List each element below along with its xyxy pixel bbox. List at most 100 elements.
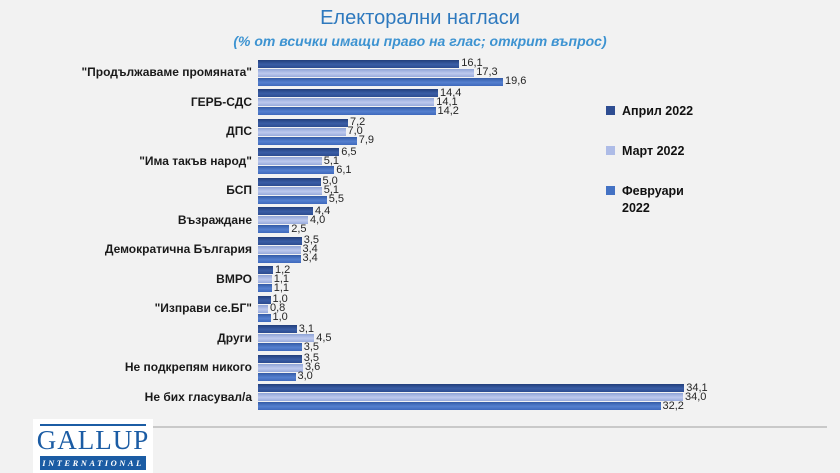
chart-row: "Изправи се.БГ" 1,0 0,8 1,0 [8, 294, 708, 324]
chart-row: "Има такъв народ" 6,5 5,1 6,1 [8, 145, 708, 177]
chart-row: ГЕРБ-СДС 14,4 14,1 14,2 [8, 87, 708, 118]
bar-series-0 [258, 266, 273, 275]
chart-header: Електорални нагласи (% от всички имащи п… [0, 7, 840, 49]
value-label: 5,5 [328, 193, 345, 206]
bar-line: 6,5 [258, 145, 357, 158]
value-label: 14,2 [437, 104, 459, 117]
chart-row: ВМРО 1,2 1,1 1,1 [8, 264, 708, 295]
bar-group: 1,2 1,1 1,1 [258, 264, 290, 293]
bar-group: 1,0 0,8 1,0 [258, 294, 288, 324]
value-label: 1,1 [273, 272, 290, 285]
legend-swatch [606, 145, 615, 155]
category-label: ВМРО [216, 271, 252, 286]
bar-line: 32,2 [258, 399, 708, 412]
category-label: Не подкрепям никого [124, 360, 252, 375]
legend-label: Април 2022 [622, 104, 694, 118]
bar-line: 14,4 [258, 87, 461, 98]
category-label: Възраждане [177, 212, 252, 227]
value-label: 6,5 [341, 145, 357, 158]
value-label: 16,1 [461, 57, 483, 70]
bar-line: 14,2 [258, 104, 461, 117]
bar-group: 7,2 7,0 7,9 [258, 116, 375, 147]
bar-series-0 [258, 207, 313, 216]
bar-series-1 [258, 304, 268, 313]
bar-group: 3,5 3,4 3,4 [258, 234, 320, 265]
bar-group: 5,0 5,1 5,5 [258, 176, 345, 206]
value-label: 3,1 [298, 322, 315, 335]
bar-series-2 [258, 195, 327, 204]
category-label: Демократична България [104, 242, 252, 257]
bar-line: 3,1 [258, 322, 332, 335]
bar-line: 5,1 [258, 155, 357, 166]
bar-series-2 [258, 107, 436, 116]
chart-row: ДПС 7,2 7,0 7,9 [8, 117, 708, 147]
bar-line: 5,5 [258, 193, 345, 206]
bar-line: 5,0 [258, 176, 344, 187]
bar-series-1 [258, 393, 683, 402]
bar-line: 0,8 [258, 302, 288, 315]
legend-item-1: Март 2022 [606, 143, 710, 160]
chart-subtitle: (% от всички имащи право на глас; открит… [233, 33, 607, 49]
bar-chart: "Продължаваме промяната" 16,1 17,3 19,6 ГЕРБ… [8, 57, 708, 412]
category-label: БСП [226, 183, 252, 198]
bar-series-0 [258, 177, 321, 186]
value-label: 7,2 [350, 116, 366, 129]
bar-line: 3,6 [258, 362, 320, 373]
value-label: 5,1 [323, 184, 340, 197]
bar-line: 3,0 [258, 371, 320, 382]
bar-group: 6,5 5,1 6,1 [258, 145, 357, 175]
bar-line: 3,4 [258, 252, 319, 265]
bar-line: 34,1 [258, 382, 708, 393]
value-label: 3,4 [302, 252, 318, 265]
value-label: 0,8 [270, 302, 286, 315]
value-label: 7,9 [358, 134, 375, 147]
bar-line: 34,0 [258, 391, 708, 402]
value-label: 14,1 [436, 95, 458, 108]
bar-group: 16,1 17,3 19,6 [258, 57, 526, 87]
value-label: 3,5 [303, 234, 320, 247]
bar-line: 2,5 [258, 223, 330, 234]
bar-line: 5,1 [258, 184, 344, 197]
chart-row: Други 3,1 4,5 3,5 [8, 322, 708, 354]
category-label: ДПС [226, 124, 252, 139]
bar-series-1 [258, 157, 322, 166]
bar-line: 19,6 [258, 76, 526, 87]
bar-group: 34,1 34,0 32,2 [258, 382, 708, 412]
bar-line: 17,3 [258, 67, 526, 78]
gallup-logo: GALLUP INTERNATIONAL [33, 419, 153, 473]
value-label: 32,2 [662, 399, 684, 412]
footer-divider-line [151, 426, 827, 428]
bar-line: 1,1 [258, 282, 290, 293]
category-label: Не бих гласувал/а [144, 389, 252, 404]
value-label: 1,0 [272, 311, 288, 324]
bar-series-1 [258, 186, 322, 195]
bar-series-2 [258, 166, 335, 175]
bar-group: 14,4 14,1 14,2 [258, 87, 461, 117]
chart-title: Електорални нагласи [320, 7, 520, 29]
value-label: 3,5 [303, 352, 320, 365]
legend-item-0: Април 2022 [606, 103, 710, 120]
bar-series-1 [258, 127, 346, 136]
bar-series-2 [258, 313, 271, 322]
bar-series-1 [258, 98, 435, 107]
bar-line: 3,5 [258, 352, 320, 365]
chart-row: Възраждане 4,4 4,0 2,5 [8, 204, 708, 236]
bar-series-0 [258, 236, 302, 245]
legend: Април 2022 Март 2022 Февруари 2022 [606, 103, 710, 240]
bar-series-1 [258, 275, 272, 284]
legend-swatch [606, 185, 615, 195]
bar-line: 7,2 [258, 116, 374, 129]
value-label: 3,4 [302, 243, 318, 256]
bar-line: 14,1 [258, 95, 461, 108]
bar-line: 16,1 [258, 57, 526, 70]
bar-series-0 [258, 59, 460, 68]
bar-line: 6,1 [258, 164, 357, 175]
bar-group: 3,5 3,6 3,0 [258, 352, 320, 382]
bar-line: 3,5 [258, 234, 320, 247]
bar-series-2 [258, 77, 503, 86]
logo-wordmark: GALLUP [36, 425, 150, 455]
bar-series-0 [258, 118, 348, 127]
bar-line: 4,5 [258, 332, 332, 343]
value-label: 7,0 [347, 125, 363, 138]
value-label: 4,4 [315, 204, 331, 217]
